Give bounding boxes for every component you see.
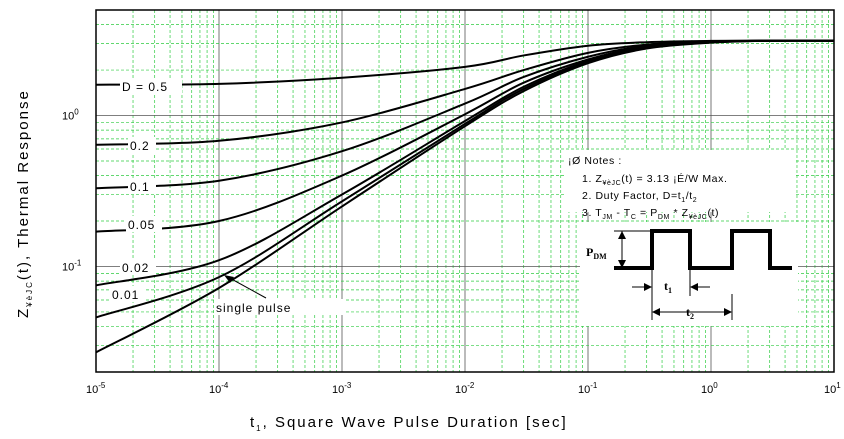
x-tick-label: 10-4 bbox=[209, 381, 229, 396]
note-3: 3. TJM - TC = PDM * Z¥èJC(t) bbox=[582, 207, 719, 221]
pdm-label: PDM bbox=[586, 245, 607, 261]
curve-label-d05: D = 0.5 bbox=[120, 78, 182, 94]
svg-text:0.05: 0.05 bbox=[128, 218, 155, 232]
svg-text:single pulse: single pulse bbox=[216, 301, 291, 315]
series-line-6 bbox=[95, 39, 835, 354]
plot-frame bbox=[95, 9, 835, 373]
x-tick-label: 10-5 bbox=[86, 381, 106, 396]
svg-text:0.2: 0.2 bbox=[130, 139, 150, 153]
x-tick-labels: 10-5 10-4 10-3 10-2 10-1 100 101 bbox=[86, 381, 841, 396]
square-wave bbox=[614, 229, 792, 270]
y-tick-label: 100 bbox=[62, 108, 79, 123]
x-axis-title: t1, Square Wave Pulse Duration [sec] bbox=[250, 414, 568, 433]
x-tick-label: 10-2 bbox=[455, 381, 475, 396]
x-tick-label: 10-3 bbox=[332, 381, 352, 396]
svg-text:D = 0.5: D = 0.5 bbox=[122, 80, 168, 94]
curve-label-02: 0.2 bbox=[128, 137, 156, 153]
series-group bbox=[95, 39, 835, 354]
svg-text:0.02: 0.02 bbox=[122, 261, 149, 275]
y-tick-label: 10-1 bbox=[62, 258, 82, 273]
x-tick-label: 101 bbox=[824, 381, 841, 396]
svg-text:0.1: 0.1 bbox=[130, 180, 150, 194]
curve-label-01: 0.1 bbox=[128, 178, 156, 194]
y-tick-labels: 10-1 100 bbox=[62, 108, 82, 274]
t2-label: t2 bbox=[686, 305, 694, 321]
svg-text:0.01: 0.01 bbox=[112, 288, 139, 302]
single-pulse-annotation: single pulse bbox=[214, 275, 344, 315]
curve-label-001: 0.01 bbox=[110, 286, 146, 302]
x-tick-label: 100 bbox=[701, 381, 718, 396]
pulse-waveform-diagram: PDM t1 t2 bbox=[580, 222, 798, 326]
notes-title: ¡Ø Notes : bbox=[568, 155, 622, 167]
t1-label: t1 bbox=[664, 279, 672, 295]
note-2: 2. Duty Factor, D=t1/t2 bbox=[582, 190, 697, 204]
curve-label-002: 0.02 bbox=[120, 259, 156, 275]
notes-box: ¡Ø Notes : 1. Z¥èJC(t) = 3.13 ¡É/W Max. … bbox=[564, 150, 796, 221]
x-tick-label: 10-1 bbox=[578, 381, 598, 396]
y-axis-title: Z¥èJC(t), Thermal Response bbox=[15, 89, 34, 318]
note-1: 1. Z¥èJC(t) = 3.13 ¡É/W Max. bbox=[582, 172, 727, 187]
curve-label-005: 0.05 bbox=[126, 216, 162, 232]
